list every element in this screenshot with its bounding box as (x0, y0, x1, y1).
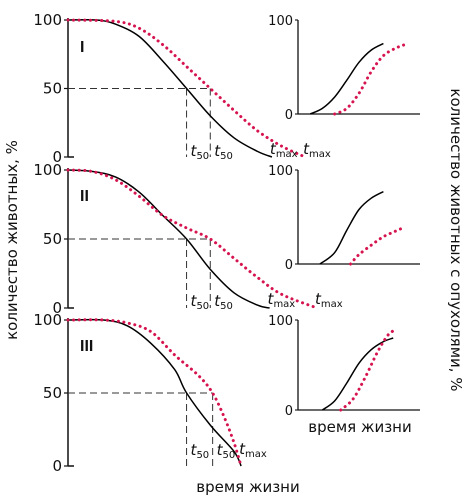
panel-III: 0 50 100 III (33, 311, 243, 475)
x-axis-label-bottom: время жизни (196, 478, 300, 496)
inset-y-tick-label: 100 (268, 314, 293, 329)
y-tick-label: 50 (43, 230, 62, 248)
inset-I-inset: 0 100 (268, 14, 420, 123)
t50-label-exposed: t50 (214, 292, 233, 312)
t50-label-exposed: t50 (214, 142, 233, 162)
t50-label-control: t50 (191, 292, 210, 312)
survival-curve-control (67, 169, 270, 309)
survival-curve-control (67, 318, 242, 467)
panel-label: III (80, 338, 93, 355)
panel-I: 0 50 100 I (33, 11, 307, 166)
tumor-curve-control (319, 190, 384, 265)
inset-y-tick-label: 100 (268, 14, 293, 29)
tumor-curve-control (321, 337, 394, 411)
survival-curve-exposed (66, 18, 307, 159)
y-tick-label: 100 (33, 311, 62, 329)
x-axis-label-inset: время жизни (308, 418, 412, 436)
inset-III-inset: 0 100 (268, 314, 420, 419)
tmax-label: tmax (239, 440, 267, 460)
inset-II-inset: 0 100 (268, 164, 420, 273)
tmax-label: tmax (270, 140, 298, 160)
y-tick-label: 50 (43, 384, 62, 402)
t50-label-exposed: t50 (217, 441, 236, 461)
tmax-label: tmax (303, 140, 331, 160)
survival-curve-exposed (66, 318, 243, 468)
y-axis-label-right: количество животных с опухолями, % (447, 88, 465, 391)
y-tick-label: 100 (33, 11, 62, 29)
tumor-curve-exposed (339, 329, 395, 412)
inset-y-tick-label: 100 (268, 164, 293, 179)
y-axis-label-left: количество животных, % (3, 140, 21, 340)
inset-y-tick-label: 0 (285, 108, 293, 123)
survival-curve-exposed (66, 168, 319, 310)
panel-II: 0 50 100 II (33, 161, 319, 317)
y-tick-label: 0 (52, 299, 62, 317)
t50-label-control: t50 (191, 142, 210, 162)
tumor-curve-exposed (349, 225, 406, 266)
y-tick-label: 100 (33, 161, 62, 179)
y-tick-label: 0 (52, 148, 62, 166)
tumor-curve-exposed (333, 42, 407, 116)
tumor-curve-control (309, 42, 384, 115)
panel-label: II (80, 188, 89, 205)
inset-y-tick-label: 0 (285, 404, 293, 419)
inset-y-tick-label: 0 (285, 258, 293, 273)
y-tick-label: 0 (52, 457, 62, 475)
panel-label: I (80, 39, 84, 56)
y-tick-label: 50 (43, 80, 62, 98)
t50-label-control: t50 (191, 441, 210, 461)
tmax-label: tmax (315, 290, 343, 310)
